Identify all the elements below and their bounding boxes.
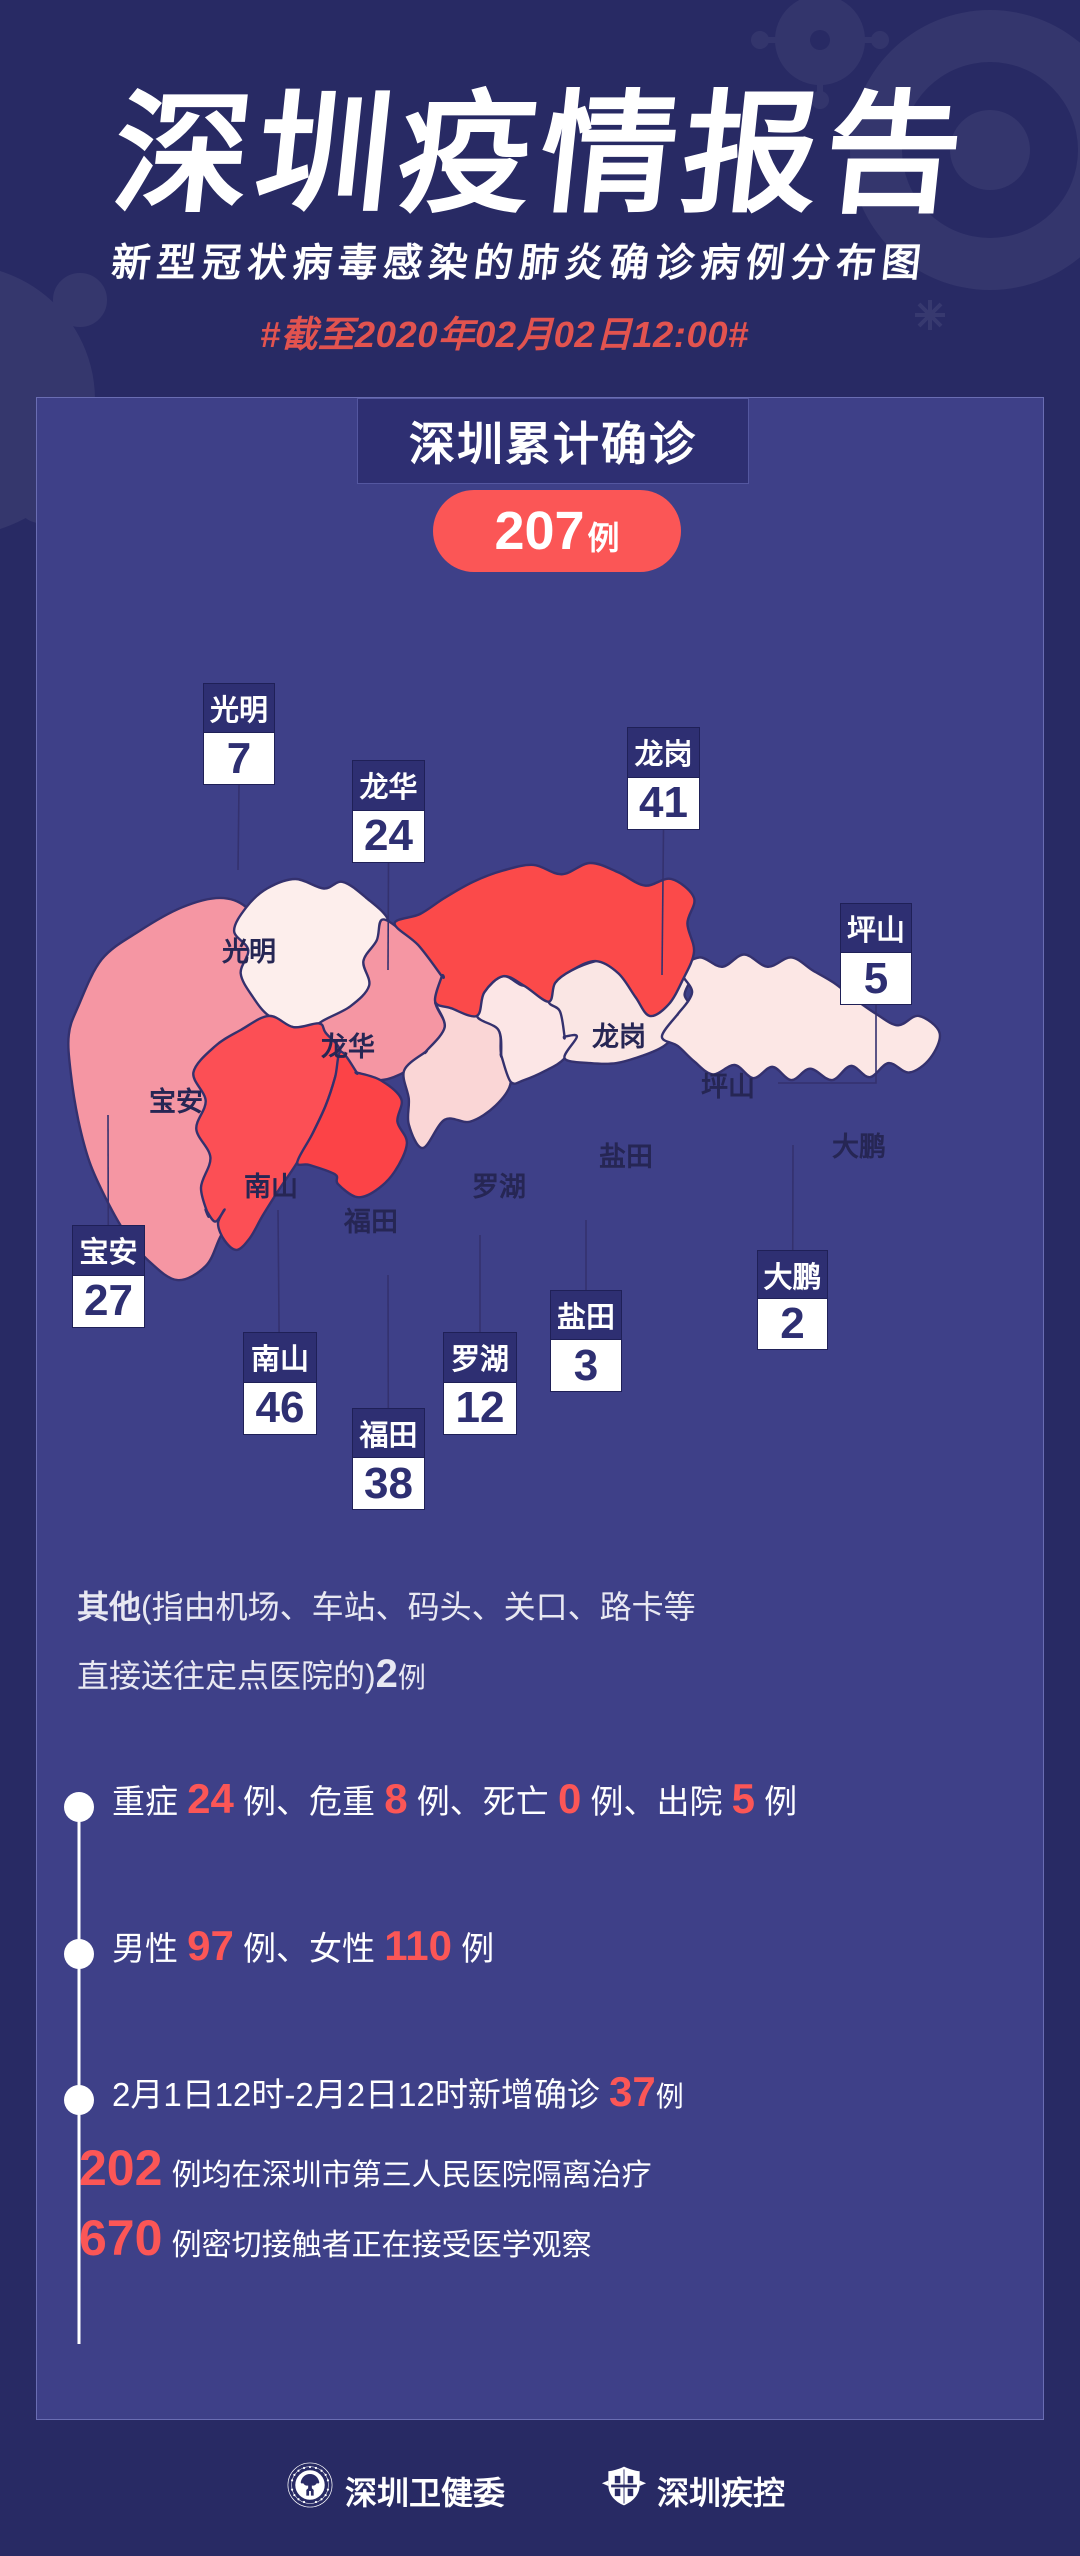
svg-text:光明: 光明 bbox=[221, 937, 276, 967]
svg-text:大鹏: 大鹏 bbox=[832, 1132, 886, 1162]
svg-text:龙岗: 龙岗 bbox=[592, 1022, 646, 1052]
svg-text:福田: 福田 bbox=[343, 1207, 398, 1237]
svg-text:龙华: 龙华 bbox=[321, 1031, 375, 1062]
svg-text:坪山: 坪山 bbox=[701, 1072, 755, 1102]
svg-text:南山: 南山 bbox=[244, 1172, 298, 1202]
svg-text:罗湖: 罗湖 bbox=[472, 1172, 526, 1202]
svg-text:盐田: 盐田 bbox=[599, 1142, 653, 1172]
svg-text:宝安: 宝安 bbox=[149, 1086, 203, 1117]
